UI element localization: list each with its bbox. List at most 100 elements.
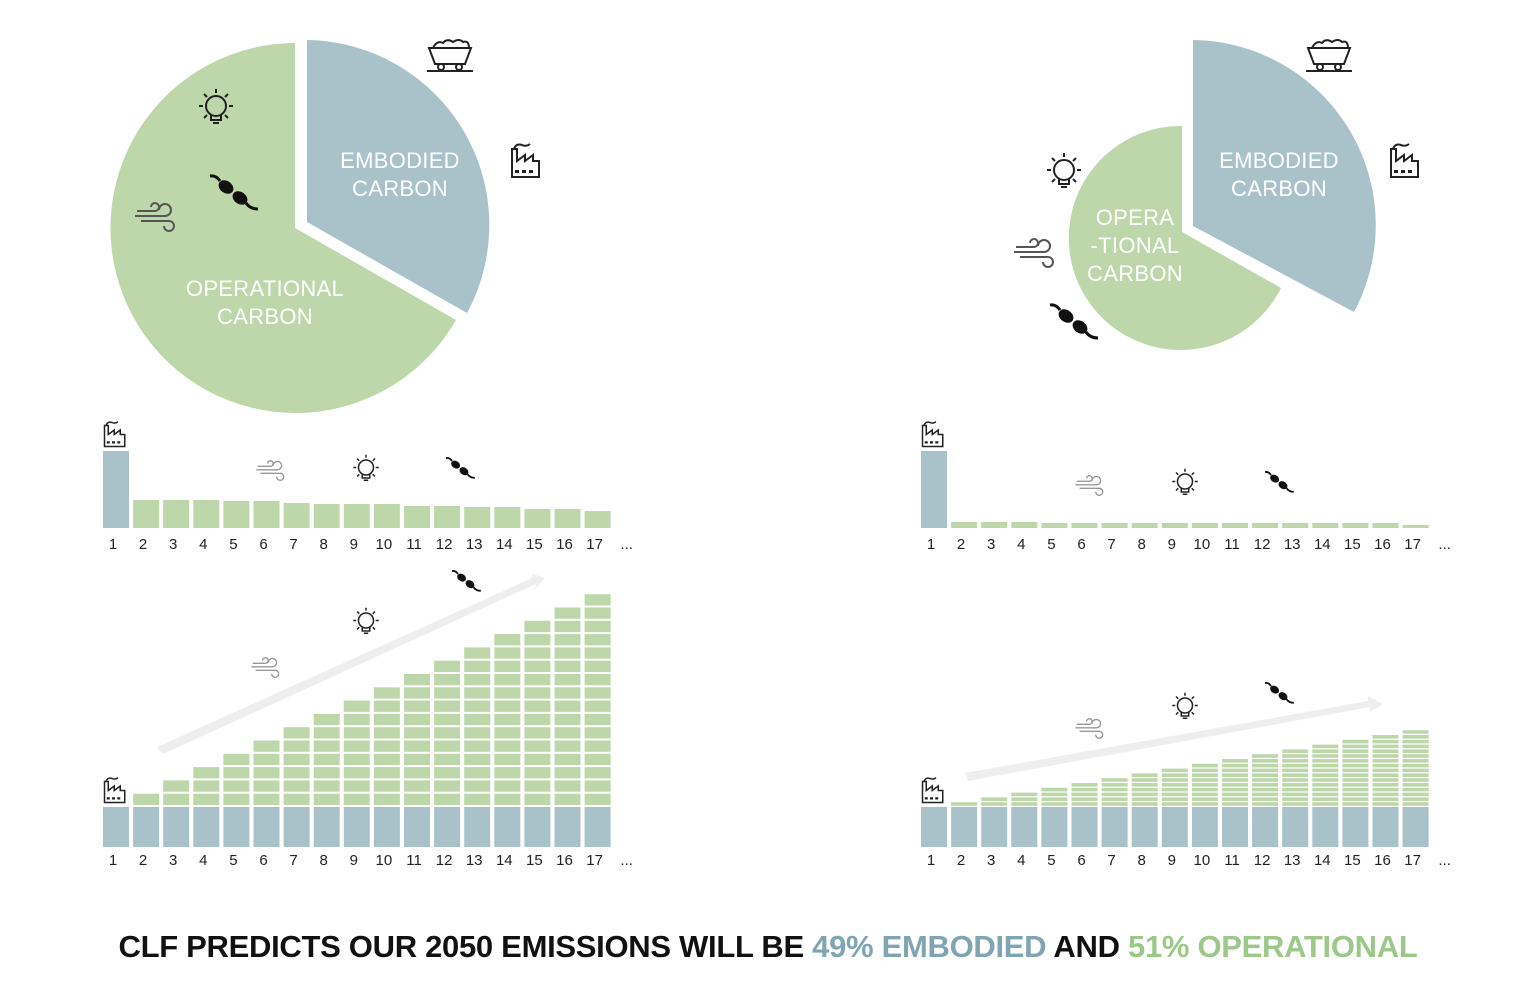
operational-segment bbox=[584, 687, 611, 699]
operational-segment bbox=[1402, 754, 1429, 758]
embodied-bar bbox=[1041, 807, 1068, 847]
operational-segment bbox=[1252, 787, 1279, 792]
operational-segment bbox=[524, 740, 551, 752]
operational-segment bbox=[343, 753, 370, 766]
operational-segment bbox=[554, 740, 581, 752]
operational-segment bbox=[283, 767, 310, 779]
operational-bar bbox=[1191, 523, 1218, 528]
operational-segment bbox=[464, 687, 491, 699]
operational-segment bbox=[1131, 773, 1158, 777]
operational-segment bbox=[373, 700, 400, 712]
operational-segment bbox=[1282, 792, 1309, 797]
lightbulb-icon bbox=[352, 607, 380, 634]
operational-segment bbox=[584, 753, 611, 766]
operational-segment bbox=[1402, 787, 1429, 792]
operational-segment bbox=[524, 793, 551, 805]
operational-segment bbox=[223, 780, 250, 792]
operational-segment bbox=[343, 767, 370, 779]
operational-segment bbox=[1372, 754, 1399, 758]
operational-segment bbox=[464, 780, 491, 792]
operational-segment bbox=[1252, 783, 1279, 787]
right-pie-embodied-slice bbox=[1193, 40, 1376, 312]
left-annual-bar-chart bbox=[103, 451, 611, 528]
embodied-bar bbox=[584, 807, 611, 847]
embodied-bar bbox=[1191, 807, 1218, 847]
right-annual-bar-chart bbox=[921, 451, 1429, 528]
wind-icon bbox=[250, 657, 280, 678]
operational-segment bbox=[1011, 802, 1038, 806]
operational-segment bbox=[1191, 778, 1218, 782]
x-tick-label: ... bbox=[1438, 852, 1451, 869]
operational-segment bbox=[524, 780, 551, 792]
x-tick-label: 10 bbox=[1193, 852, 1211, 869]
operational-segment bbox=[1342, 749, 1369, 753]
operational-segment bbox=[193, 780, 220, 792]
operational-segment bbox=[951, 802, 978, 806]
label-line: -TIONAL bbox=[1090, 233, 1180, 258]
operational-segment bbox=[1372, 783, 1399, 787]
x-tick-label: 1 bbox=[108, 852, 118, 869]
operational-segment bbox=[313, 767, 340, 779]
label-line: OPERATIONAL bbox=[185, 276, 345, 301]
operational-segment bbox=[1252, 773, 1279, 777]
operational-segment bbox=[494, 767, 521, 779]
operational-segment bbox=[1372, 739, 1399, 744]
operational-segment bbox=[584, 727, 611, 739]
operational-segment bbox=[981, 797, 1008, 801]
operational-segment bbox=[1222, 787, 1248, 792]
right-pie bbox=[1013, 39, 1419, 350]
factory-icon bbox=[103, 777, 126, 804]
operational-segment bbox=[1222, 778, 1248, 782]
x-tick-label: 9 bbox=[1167, 536, 1176, 553]
operational-segment bbox=[1372, 763, 1399, 768]
operational-bar bbox=[373, 504, 400, 528]
operational-segment bbox=[464, 727, 491, 739]
embodied-bar bbox=[921, 451, 947, 528]
operational-segment bbox=[981, 802, 1008, 806]
operational-segment bbox=[1342, 773, 1369, 777]
operational-segment bbox=[524, 700, 551, 712]
operational-segment bbox=[584, 660, 611, 672]
x-tick-label: 3 bbox=[987, 536, 996, 553]
x-tick-label: 2 bbox=[138, 852, 148, 869]
operational-segment bbox=[524, 634, 551, 646]
operational-segment bbox=[554, 713, 581, 726]
right-pie-operational-slice bbox=[1068, 125, 1281, 350]
embodied-bar bbox=[1402, 807, 1429, 847]
embodied-bar bbox=[283, 807, 310, 847]
x-tick-label: 15 bbox=[526, 852, 543, 869]
operational-segment bbox=[1372, 773, 1399, 777]
operational-segment bbox=[524, 727, 551, 739]
embodied-bar bbox=[1252, 807, 1279, 847]
x-tick-label: 1 bbox=[926, 852, 936, 869]
embodied-bar bbox=[1131, 807, 1158, 847]
operational-segment bbox=[343, 740, 370, 752]
operational-segment bbox=[524, 660, 551, 672]
operational-segment bbox=[1041, 787, 1068, 792]
operational-segment bbox=[1252, 759, 1279, 763]
operational-segment bbox=[1011, 792, 1038, 797]
operational-segment bbox=[1252, 778, 1279, 782]
x-tick-label: 12 bbox=[435, 852, 453, 869]
operational-segment bbox=[1222, 768, 1248, 773]
operational-segment bbox=[1282, 763, 1309, 768]
operational-segment bbox=[1101, 802, 1128, 806]
operational-segment bbox=[163, 780, 190, 792]
embodied-bar bbox=[494, 807, 521, 847]
operational-segment bbox=[1312, 773, 1339, 777]
x-tick-label: 6 bbox=[259, 852, 268, 869]
operational-bar bbox=[223, 501, 250, 528]
operational-segment bbox=[554, 793, 581, 805]
operational-segment bbox=[1071, 792, 1098, 797]
operational-segment bbox=[1131, 783, 1158, 787]
operational-segment bbox=[1131, 802, 1158, 806]
operational-segment bbox=[1312, 749, 1339, 753]
operational-segment bbox=[1161, 773, 1188, 777]
x-tick-label: 15 bbox=[1344, 852, 1361, 869]
embodied-bar bbox=[981, 807, 1008, 847]
operational-segment bbox=[1252, 797, 1279, 801]
headline-prefix: CLF PREDICTS OUR 2050 EMISSIONS WILL BE bbox=[118, 929, 813, 964]
x-tick-label: 11 bbox=[406, 536, 422, 553]
lightbulb-icon bbox=[352, 454, 380, 481]
left-pie bbox=[110, 39, 540, 413]
